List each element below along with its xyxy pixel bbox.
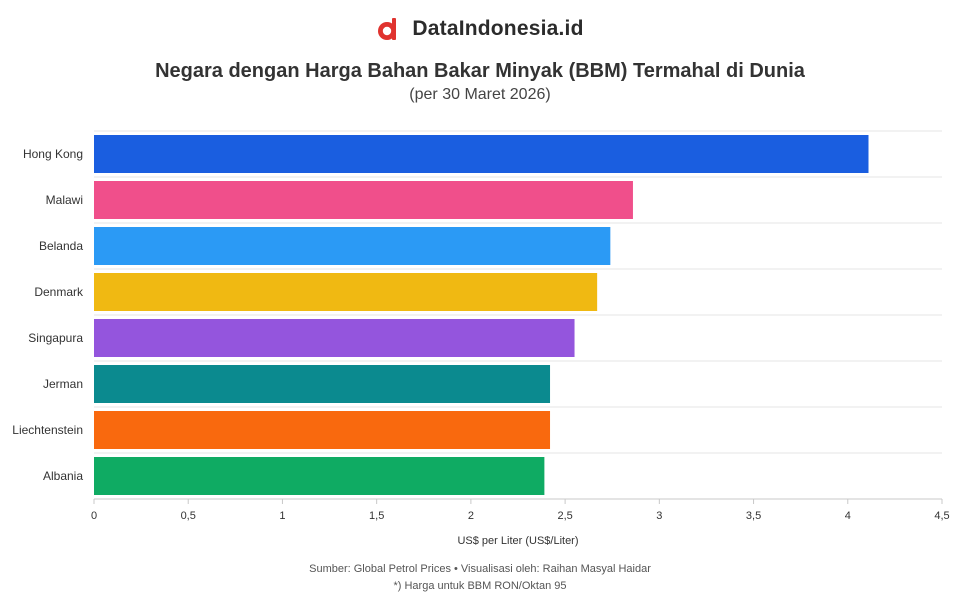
x-tick-label: 3,5 bbox=[746, 510, 761, 522]
bar[interactable] bbox=[94, 273, 598, 311]
category-label: Jerman bbox=[43, 377, 83, 391]
x-tick-label: 2,5 bbox=[557, 510, 572, 522]
category-label: Belanda bbox=[39, 239, 83, 253]
x-tick-label: 1,5 bbox=[369, 510, 384, 522]
bar[interactable] bbox=[94, 411, 551, 449]
bar[interactable] bbox=[94, 319, 575, 357]
x-tick-label: 4,5 bbox=[934, 510, 949, 522]
x-tick-label: 3 bbox=[656, 510, 662, 522]
bar[interactable] bbox=[94, 457, 545, 495]
x-tick-label: 1 bbox=[279, 510, 285, 522]
x-tick-label: 0 bbox=[91, 510, 97, 522]
source-note: Sumber: Global Petrol Prices • Visualisa… bbox=[309, 563, 651, 575]
bar[interactable] bbox=[94, 181, 633, 219]
category-label: Liechtenstein bbox=[12, 423, 83, 437]
brand-name: DataIndonesia.id bbox=[412, 17, 584, 40]
x-axis-title: US$ per Liter (US$/Liter) bbox=[457, 535, 578, 547]
bar[interactable] bbox=[94, 135, 869, 173]
chart-title: Negara dengan Harga Bahan Bakar Minyak (… bbox=[155, 60, 805, 82]
bar-chart: Hong Kong Malawi Belanda Denmark Singapura Je… bbox=[12, 130, 950, 547]
category-label: Singapura bbox=[28, 331, 83, 345]
category-label: Malawi bbox=[46, 193, 83, 207]
brand-header: DataIndonesia.id bbox=[0, 16, 960, 42]
category-label: Denmark bbox=[34, 285, 84, 299]
footnote: *) Harga untuk BBM RON/Oktan 95 bbox=[393, 580, 567, 592]
x-tick-label: 2 bbox=[468, 510, 474, 522]
category-label: Albania bbox=[43, 469, 83, 483]
x-tick-label: 0,5 bbox=[181, 510, 196, 522]
dataindonesia-logo-icon bbox=[378, 18, 397, 40]
category-label: Hong Kong bbox=[23, 147, 83, 161]
bar[interactable] bbox=[94, 365, 551, 403]
chart-subtitle: (per 30 Maret 2026) bbox=[409, 86, 551, 103]
bar[interactable] bbox=[94, 227, 611, 265]
x-tick-label: 4 bbox=[845, 510, 851, 522]
